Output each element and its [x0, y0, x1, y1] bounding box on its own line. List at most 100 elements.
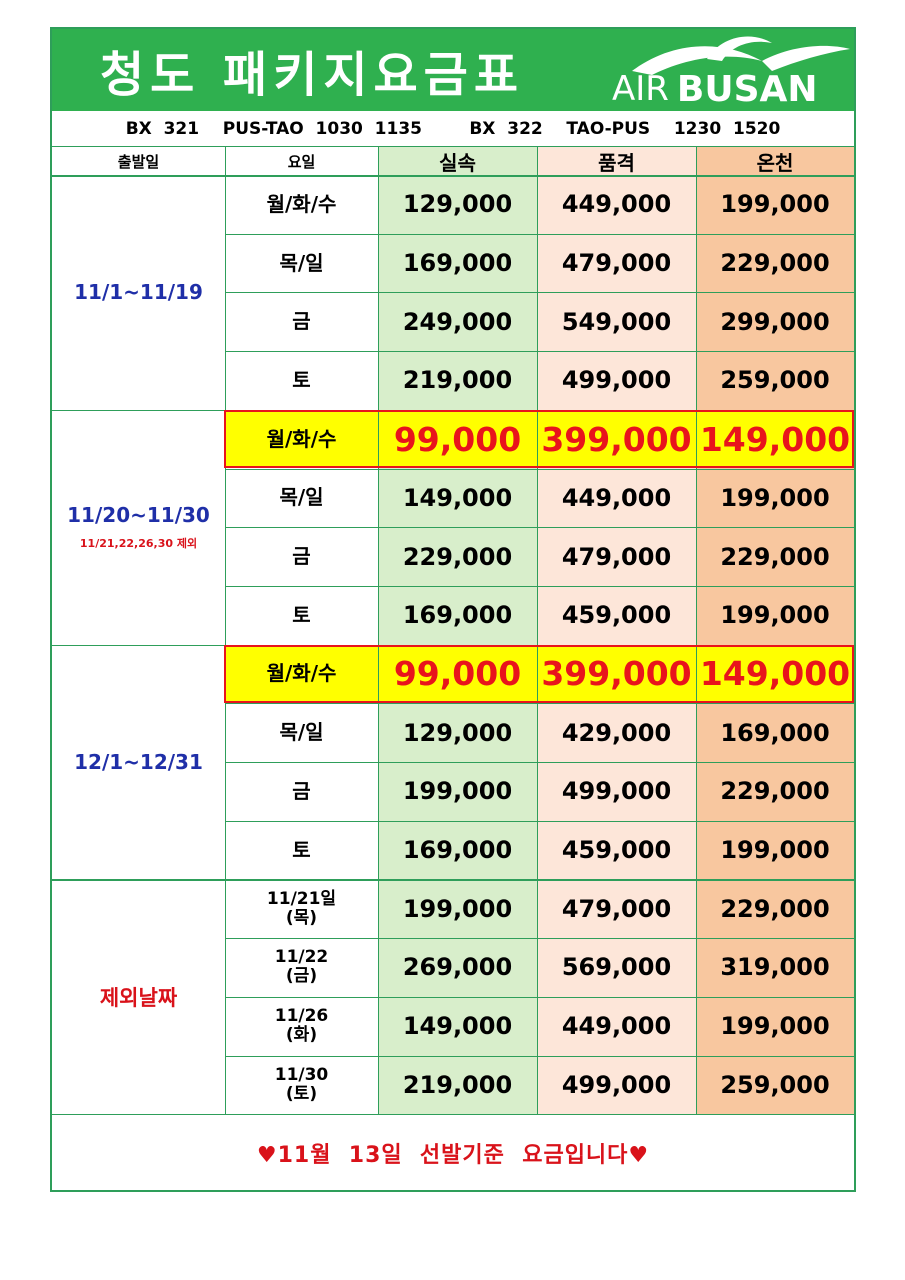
price-column-bg [696, 147, 854, 1115]
price-premium: 499,000 [561, 366, 672, 395]
header-date: 출발일 [117, 152, 160, 171]
price-hotspring: 259,000 [720, 366, 830, 395]
flight-schedule: BX 321 PUS-TAO 1030 1135 BX 322 TAO-PUS … [52, 111, 854, 147]
price-basic: 149,000 [402, 1012, 513, 1041]
price-hotspring: 199,000 [720, 836, 830, 865]
price-basic: 99,000 [393, 419, 522, 459]
price-premium: 479,000 [561, 249, 672, 278]
period-label: 제외날짜 [99, 985, 178, 1010]
grid-line [378, 147, 379, 1115]
price-hotspring: 229,000 [720, 249, 830, 278]
header-hotspring: 온천 [756, 150, 794, 175]
grid-line [225, 1055, 854, 1057]
price-hotspring: 319,000 [720, 953, 830, 982]
price-hotspring: 299,000 [720, 307, 830, 336]
highlight-row-bg [225, 409, 854, 469]
period-label: 11/1~11/19 [74, 280, 203, 305]
grid-line [225, 703, 854, 705]
title-banner: 청도 패키지요금표 AIR BUSAN [52, 29, 854, 111]
logo-wordmark: AIR BUSAN [612, 68, 852, 110]
day-cell: 토 [292, 837, 311, 862]
header-basic: 실속 [439, 150, 476, 175]
grid-line [225, 996, 854, 998]
price-sheet: 청도 패키지요금표 AIR BUSAN BX 321 PUS-TAO 1030 … [50, 27, 856, 1192]
day-cell: 목/일 [279, 485, 324, 510]
price-hotspring: 229,000 [720, 777, 830, 806]
logo-busan-text: BUSAN [676, 68, 818, 110]
day-cell: 월/화/수 [266, 661, 337, 686]
period-label: 11/20~11/30 [67, 503, 210, 528]
price-premium: 459,000 [561, 836, 672, 865]
grid-line [225, 292, 854, 294]
grid-line [225, 762, 854, 763]
price-basic: 129,000 [402, 718, 513, 747]
price-basic: 169,000 [402, 836, 513, 865]
day-cell: 금 [292, 778, 311, 803]
page-title: 청도 패키지요금표 [100, 47, 524, 103]
day-cell: 목/일 [279, 250, 324, 275]
header-premium: 품격 [598, 150, 635, 175]
price-basic: 219,000 [402, 366, 513, 395]
price-premium: 399,000 [541, 419, 692, 459]
price-column-bg [537, 147, 696, 1115]
price-hotspring: 199,000 [720, 483, 830, 512]
price-basic: 199,000 [402, 894, 513, 923]
price-basic: 129,000 [402, 190, 513, 219]
day-cell: 금 [292, 309, 311, 334]
grid-line [225, 585, 854, 587]
price-premium: 549,000 [561, 307, 672, 336]
grid-line [225, 233, 854, 235]
day-cell: 금 [292, 544, 311, 569]
day-cell: 월/화/수 [266, 426, 337, 451]
grid-line [225, 938, 854, 940]
grid-line [52, 175, 854, 177]
grid-line [696, 147, 697, 1115]
period-cell: 제외날짜 [52, 879, 225, 1114]
price-hotspring: 229,000 [720, 542, 830, 571]
price-basic: 169,000 [402, 601, 513, 630]
price-hotspring: 199,000 [720, 601, 830, 630]
footer-note: ♥11월 13일 선발기준 요금입니다♥ [52, 1114, 854, 1190]
grid-line [225, 527, 854, 529]
grid-line [537, 147, 538, 1115]
price-premium: 499,000 [561, 1070, 672, 1099]
price-premium: 449,000 [561, 1012, 672, 1041]
air-busan-logo: AIR BUSAN [612, 31, 852, 110]
logo-air-text: AIR [612, 69, 669, 109]
period-label: 12/1~12/31 [74, 749, 203, 774]
price-premium: 449,000 [561, 190, 672, 219]
day-cell: 목/일 [279, 720, 324, 745]
price-basic: 149,000 [402, 483, 513, 512]
price-hotspring: 199,000 [720, 190, 830, 219]
price-hotspring: 149,000 [699, 654, 851, 694]
day-cell: 월/화/수 [266, 191, 337, 216]
price-hotspring: 259,000 [720, 1070, 830, 1099]
day-cell: 토 [292, 602, 311, 627]
highlight-row-border [224, 409, 854, 469]
header-day: 요일 [287, 152, 316, 171]
price-hotspring: 169,000 [720, 718, 830, 747]
price-premium: 499,000 [561, 777, 672, 806]
price-basic: 249,000 [402, 307, 513, 336]
price-premium: 479,000 [561, 894, 672, 923]
price-hotspring: 149,000 [699, 419, 851, 459]
price-premium: 449,000 [561, 483, 672, 512]
price-basic: 169,000 [402, 249, 513, 278]
highlight-row-bg [225, 644, 854, 704]
price-premium: 479,000 [561, 542, 672, 571]
period-cell: 11/1~11/19 [52, 175, 225, 410]
day-cell: 11/21일 (목) [266, 888, 337, 928]
price-basic: 229,000 [402, 542, 513, 571]
grid-line [225, 351, 854, 353]
price-table: 출발일 요일 실속 품격 온천 11/1~11/19 월/화/수 129,000 449,000… [52, 147, 854, 1115]
highlight-row-border [224, 644, 854, 704]
price-premium: 429,000 [561, 718, 672, 747]
period-cell: 12/1~12/31 [52, 645, 225, 880]
price-premium: 399,000 [541, 654, 692, 694]
price-basic: 219,000 [402, 1070, 513, 1099]
grid-line [52, 879, 854, 881]
period-cell: 11/20~11/30 11/21,22,26,30 제외 [52, 410, 225, 645]
period-note: 11/21,22,26,30 제외 [79, 537, 198, 551]
day-cell: 11/30 (토) [274, 1064, 329, 1104]
price-premium: 569,000 [561, 953, 672, 982]
